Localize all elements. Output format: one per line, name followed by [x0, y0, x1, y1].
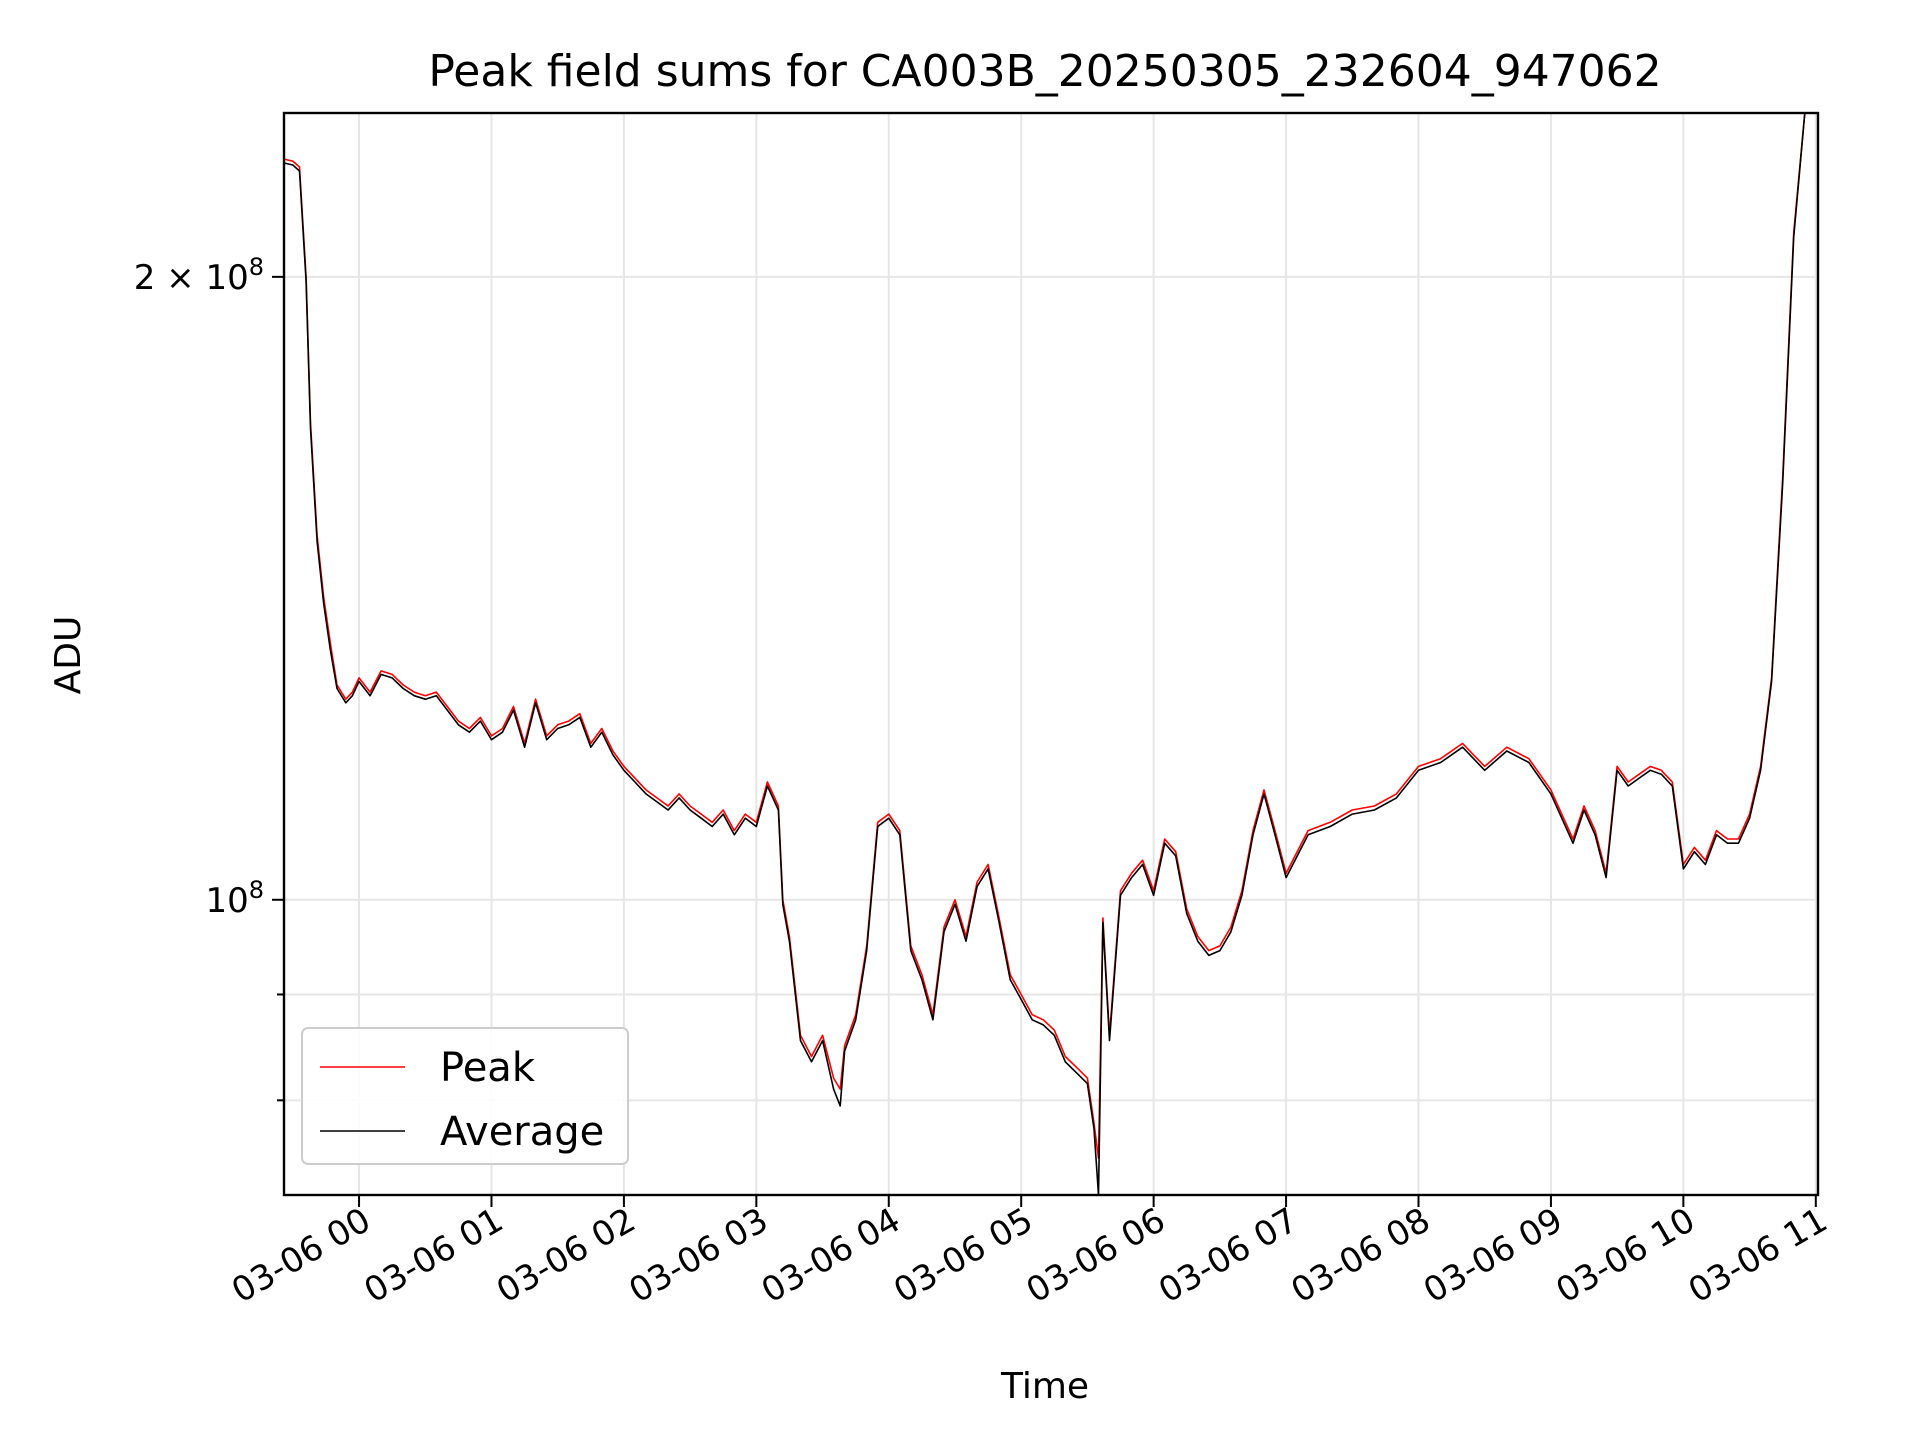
series-lines	[283, 112, 1806, 1196]
legend-label-average: Average	[440, 1109, 604, 1155]
series-line-peak	[283, 112, 1806, 1160]
y-axis-label: ADU	[48, 616, 89, 695]
y-tick-label: 108	[205, 876, 264, 921]
legend-box	[301, 1027, 629, 1165]
legend: Peak Average	[301, 1027, 629, 1165]
grid	[284, 113, 1818, 1195]
axis-ticks	[272, 275, 1817, 1207]
y-tick-label: 2 × 108	[134, 253, 264, 298]
chart-title: Peak field sums for CA003B_20250305_2326…	[428, 46, 1661, 97]
series-line-average	[283, 112, 1806, 1196]
y-tick-labels: 108 2 × 108	[134, 253, 264, 921]
legend-label-peak: Peak	[440, 1045, 536, 1091]
plot-frame	[282, 111, 1820, 1197]
x-axis-label: Time	[1000, 1366, 1089, 1407]
